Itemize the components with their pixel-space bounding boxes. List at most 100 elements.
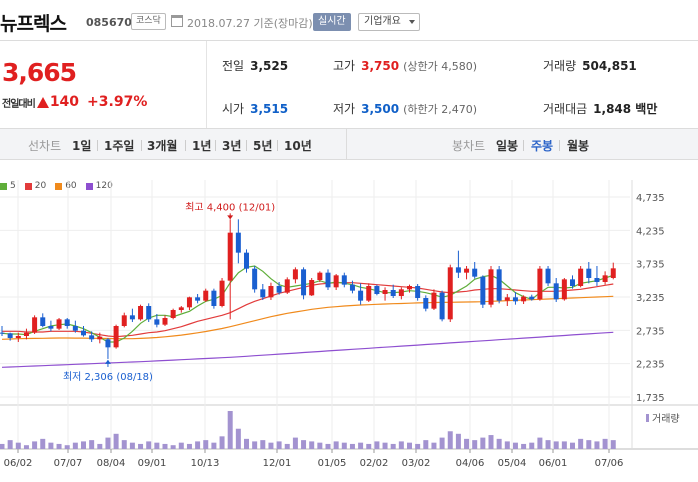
x-tick-label: 09/01 bbox=[138, 458, 167, 469]
volume-bar bbox=[195, 441, 201, 449]
volume-legend-swatch bbox=[646, 413, 649, 422]
ma-legend: 5 20 60 120 bbox=[0, 181, 122, 191]
volume-bar bbox=[252, 441, 258, 449]
candle-body bbox=[464, 268, 470, 273]
volume-bar bbox=[268, 442, 274, 449]
volume-bar bbox=[170, 445, 176, 449]
volume-bar bbox=[284, 443, 290, 449]
amount-value: 1,848 백만 bbox=[593, 102, 658, 116]
calendar-icon bbox=[171, 15, 183, 27]
volume-bar bbox=[81, 441, 86, 449]
date-text: 2018.07.27 기준(장마감) bbox=[187, 17, 313, 30]
volume-bar bbox=[292, 437, 298, 449]
change-row: 전일대비 140 +3.97% bbox=[2, 94, 147, 110]
candle-body bbox=[252, 268, 258, 290]
volume-bar bbox=[529, 442, 535, 449]
period-5y[interactable]: 5년 bbox=[253, 139, 273, 153]
volume-bar bbox=[23, 445, 29, 449]
period-1y[interactable]: 1년 bbox=[192, 139, 212, 153]
x-tick-label: 01/05 bbox=[318, 458, 347, 469]
candle-body bbox=[586, 268, 592, 278]
volume-bar bbox=[309, 441, 315, 449]
volume-bar bbox=[447, 431, 453, 449]
volume-bar bbox=[235, 428, 241, 449]
prev-close-label: 전일 bbox=[222, 59, 245, 73]
legend-ma60: 60 bbox=[55, 181, 77, 191]
stock-chart[interactable]: 4,735 4,235 3,735 3,235 2,735 2,235 1,735 06/02… bbox=[0, 160, 698, 482]
candle-chart-label: 봉차트 bbox=[452, 139, 486, 153]
period-3y[interactable]: 3년 bbox=[222, 139, 242, 153]
volume-bar bbox=[374, 441, 380, 449]
y-tick-label: 4,235 bbox=[636, 226, 665, 237]
open-value: 3,515 bbox=[250, 102, 289, 116]
candle-body bbox=[178, 307, 184, 310]
amount-cell: 거래대금 1,848 백만 bbox=[543, 100, 657, 117]
market-badge: 코스닥 bbox=[131, 13, 166, 30]
volume-bar bbox=[227, 411, 233, 449]
volume-bar bbox=[366, 443, 372, 449]
volume-bar bbox=[7, 440, 13, 449]
candle-body bbox=[186, 297, 192, 308]
volume-bar bbox=[390, 443, 396, 449]
candle-body bbox=[105, 339, 111, 348]
volume-bar bbox=[561, 441, 567, 449]
volume-bar bbox=[455, 433, 461, 449]
header-divider bbox=[0, 40, 698, 41]
candle-daily[interactable]: 일봉 bbox=[496, 139, 519, 153]
high-cell: 고가 3,750 (상한가 4,580) bbox=[333, 57, 477, 74]
candle-body bbox=[203, 290, 209, 301]
high-arrow-head bbox=[227, 215, 234, 220]
toolbar-separator bbox=[277, 140, 278, 151]
volume-legend-label: 거래량 bbox=[652, 414, 680, 425]
candle-body bbox=[317, 272, 323, 280]
x-tick-label: 03/02 bbox=[402, 458, 431, 469]
candle-body bbox=[423, 298, 429, 309]
legend-label: 5 bbox=[10, 181, 16, 191]
candle-body bbox=[0, 332, 5, 334]
x-tick-label: 02/02 bbox=[360, 458, 389, 469]
toolbar-separator bbox=[141, 140, 142, 151]
volume-bar bbox=[0, 443, 5, 449]
candle-body bbox=[455, 267, 461, 273]
period-3m[interactable]: 3개월 bbox=[147, 139, 178, 153]
volume-bar bbox=[317, 442, 323, 449]
amount-label: 거래대금 bbox=[543, 102, 588, 116]
candle-body bbox=[390, 290, 396, 296]
volume-bar bbox=[211, 442, 217, 449]
volume-bar bbox=[138, 443, 144, 449]
candle-body bbox=[268, 286, 274, 298]
volume-bar bbox=[72, 442, 78, 449]
candle-monthly[interactable]: 월봉 bbox=[567, 139, 590, 153]
candle-body bbox=[398, 289, 404, 296]
period-1d[interactable]: 1일 bbox=[72, 139, 92, 153]
volume-label: 거래량 bbox=[543, 59, 577, 73]
low-arrow-head bbox=[104, 359, 111, 364]
candle-body bbox=[553, 283, 559, 300]
candle-body bbox=[97, 336, 103, 340]
candle-body bbox=[48, 326, 54, 329]
period-10y[interactable]: 10년 bbox=[284, 139, 312, 153]
open-cell: 시가 3,515 bbox=[222, 100, 288, 117]
volume-bar bbox=[415, 443, 421, 449]
candle-weekly[interactable]: 주봉 bbox=[531, 139, 554, 153]
volume-bar bbox=[349, 443, 355, 449]
current-price: 3,665 bbox=[2, 58, 77, 87]
y-tick-label: 1,735 bbox=[636, 393, 665, 404]
candle-body bbox=[561, 279, 567, 300]
candle-body bbox=[23, 332, 29, 336]
lower-limit: (하한가 2,470) bbox=[403, 103, 477, 116]
realtime-button[interactable]: 실시간 bbox=[313, 13, 351, 31]
up-triangle-icon bbox=[36, 96, 49, 108]
x-tick-label: 07/07 bbox=[54, 458, 83, 469]
candle-body bbox=[496, 269, 502, 301]
volume-bar bbox=[64, 445, 70, 449]
volume-bar bbox=[113, 433, 119, 449]
candle-body bbox=[292, 269, 298, 280]
volume-bar bbox=[512, 442, 518, 449]
volume-bar bbox=[504, 441, 510, 449]
company-info-select[interactable]: 기업개요 bbox=[358, 13, 420, 31]
period-1w[interactable]: 1주일 bbox=[104, 139, 135, 153]
candle-body bbox=[211, 290, 217, 306]
volume-bar bbox=[146, 441, 152, 449]
volume-bar bbox=[382, 442, 388, 449]
